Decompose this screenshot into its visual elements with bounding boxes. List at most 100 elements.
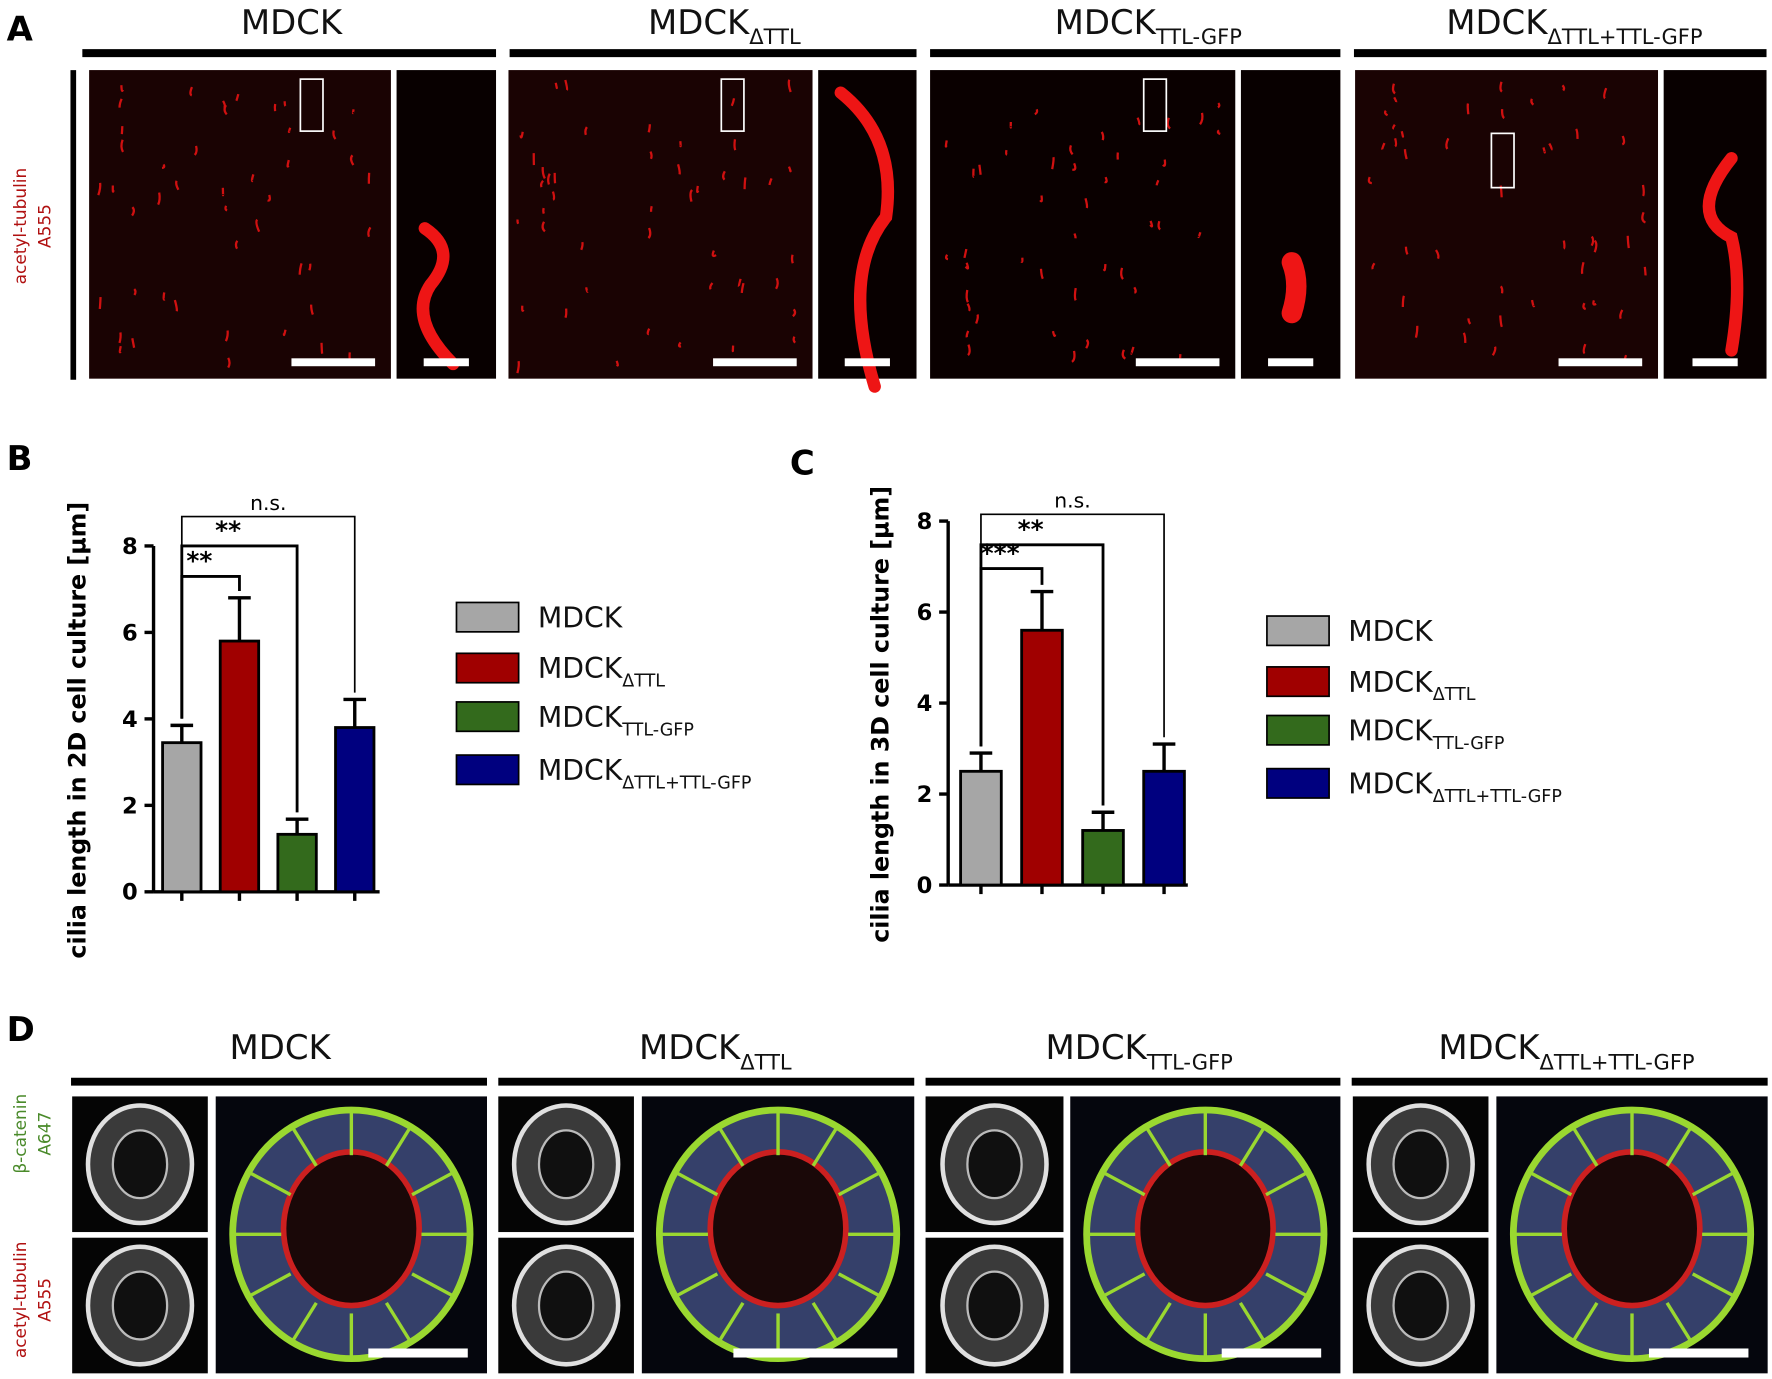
cilium [730, 98, 736, 107]
text-main: MDCK [538, 754, 624, 787]
micrograph [930, 70, 1236, 379]
text-subscript: ΔTTL [749, 24, 801, 49]
cilium [309, 304, 314, 315]
y-tick-label: 2 [122, 793, 138, 819]
cilium [1199, 112, 1204, 125]
cilium [649, 151, 653, 160]
cilium [1593, 239, 1598, 253]
cilium [189, 86, 194, 97]
column-header: MDCKΔTTL+TTL-GFP [1438, 1028, 1694, 1074]
organoid-lumen [280, 1148, 423, 1309]
cilium [580, 241, 584, 251]
cilium [1391, 83, 1396, 95]
cilium [792, 308, 797, 318]
cell-border [384, 1301, 413, 1343]
cilium [1072, 162, 1077, 171]
text-main: MDCK [1046, 1028, 1148, 1067]
cilium [1590, 235, 1595, 247]
cilium [111, 185, 115, 193]
bar [218, 639, 261, 894]
cilium [1051, 330, 1057, 337]
cilium [1100, 131, 1105, 141]
text-subscript: ΔTTL+TTL-GFP [1547, 24, 1702, 49]
lumen [537, 1270, 595, 1341]
cilium [1039, 268, 1044, 280]
bar [161, 741, 203, 894]
cilium [711, 250, 717, 258]
y-axis-label: cilia length in 3D cell culture [µm] [866, 486, 894, 943]
cilium [1121, 349, 1126, 360]
lumen [111, 1270, 169, 1341]
cilium [647, 124, 651, 133]
cilium [175, 180, 180, 191]
cilium [775, 277, 779, 290]
cilium [768, 177, 773, 186]
side-label-line: acetyl-tubulin [10, 1242, 30, 1359]
cell-border [811, 1301, 839, 1343]
cilium [224, 205, 228, 212]
cell-border [1265, 1272, 1309, 1298]
cilium [1133, 286, 1137, 294]
cell-border [1571, 1301, 1599, 1343]
cilium [615, 360, 619, 367]
cilium [118, 98, 123, 108]
scale-bar [1692, 358, 1738, 367]
text-subscript: ΔTTL [740, 1049, 792, 1074]
legend-label: MDCKΔTTL+TTL-GFP [1348, 767, 1562, 806]
cilium [320, 342, 324, 354]
panel-letter: A [7, 10, 34, 49]
cilium [118, 345, 122, 354]
column-header: MDCKΔTTL+TTL-GFP [1446, 3, 1702, 49]
cell-border [1265, 1170, 1309, 1197]
cilium [173, 299, 179, 312]
cilium [133, 288, 137, 296]
text-main: MDCK [538, 652, 624, 685]
legend-label: MDCK [1348, 615, 1434, 648]
cilium [792, 336, 797, 344]
cilium [98, 297, 102, 310]
cilium [1542, 147, 1546, 154]
cilium [1383, 109, 1389, 117]
text-main: MDCK [538, 601, 624, 634]
scale-bar [844, 358, 890, 367]
cilium [1393, 96, 1398, 103]
legend-swatch [455, 601, 520, 633]
text-subscript: TTL-GFP [1432, 734, 1505, 754]
cilium [1619, 309, 1624, 320]
cilium [234, 240, 239, 250]
cilium [97, 182, 102, 196]
cilium [733, 139, 737, 151]
cilium [250, 174, 255, 183]
y-tick-label: 0 [917, 873, 933, 899]
cilium [1392, 124, 1396, 130]
cilium [1217, 102, 1221, 109]
cilium [1562, 240, 1566, 250]
zoom-image [396, 70, 497, 379]
cilium [743, 177, 747, 190]
cilium [120, 139, 124, 153]
side-label: β-catenin A647 [10, 1094, 55, 1174]
cilium [1582, 343, 1587, 355]
cilium [516, 360, 520, 374]
cilium [1414, 325, 1419, 338]
text-main: MDCK [230, 1028, 332, 1067]
cilium [1580, 261, 1585, 275]
cilium [1467, 318, 1472, 325]
legend-swatch [455, 652, 520, 684]
significance-label: *** [981, 539, 1020, 568]
cilium [1162, 159, 1167, 167]
scale-bar [713, 358, 797, 367]
cilium [1155, 179, 1160, 186]
cilium [1626, 235, 1630, 249]
inset-box [299, 78, 324, 132]
cell-border [674, 1170, 719, 1197]
cell-border [837, 1272, 882, 1298]
text-subscript: ΔTTL+TTL-GFP [1540, 1049, 1695, 1074]
significance-label: n.s. [250, 491, 286, 515]
cilium [222, 100, 226, 109]
cilium [332, 130, 337, 140]
cell-border [1101, 1170, 1146, 1197]
cilium-zoom [1702, 152, 1744, 357]
lumen [537, 1129, 595, 1200]
